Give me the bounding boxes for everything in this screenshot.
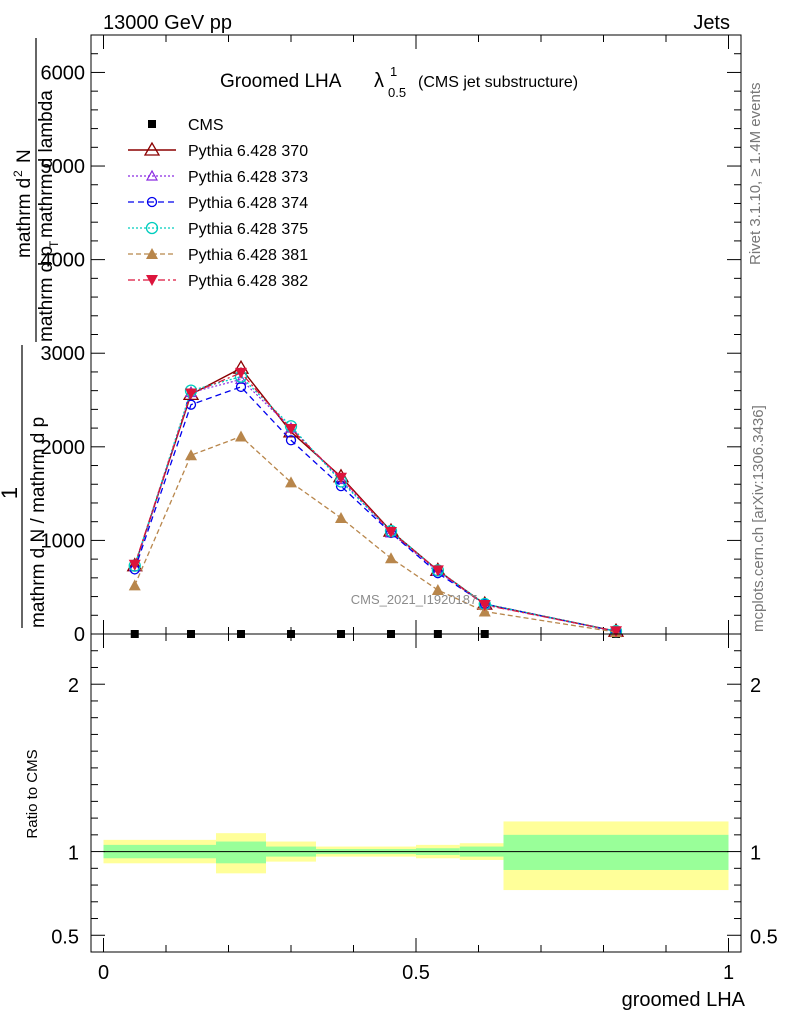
- legend-marker: [146, 196, 158, 208]
- ratio-band-group: [103, 821, 729, 891]
- ratio-ytick-label-right: 0.5: [750, 926, 778, 948]
- analysis-watermark: CMS_2021_I1920187: [351, 592, 478, 607]
- legend-item-cms: CMS: [148, 117, 224, 134]
- plot-title: Groomed LHA λ 1 0.5 (CMS jet substructur…: [220, 64, 578, 100]
- data-point-pythia-382: [285, 424, 297, 436]
- ylabel-frac2-den: mathrm d p: [36, 246, 57, 342]
- plot-title-sup: 1: [390, 64, 397, 79]
- data-point-pythia-381: [478, 605, 491, 617]
- legend-marker: [148, 120, 156, 128]
- ratio-ytick-label: 0.5: [51, 926, 79, 948]
- category-label: Jets: [693, 12, 730, 34]
- plot-title-sub: 0.5: [388, 85, 406, 100]
- ratio-xtick-label: 0.5: [402, 962, 430, 984]
- ylabel-frac2-den-sub: T: [47, 240, 61, 248]
- main-ytick-label: 1000: [41, 530, 86, 552]
- data-point-pythia-382: [235, 367, 247, 379]
- ratio-xtick-label: 0: [98, 962, 109, 984]
- ratio-ylabel: Ratio to CMS: [24, 749, 41, 838]
- ratio-ytick-label: 1: [68, 843, 79, 865]
- data-point-pythia-382: [335, 472, 347, 484]
- legend-marker: [145, 221, 159, 235]
- main-ytick-label: 5000: [41, 156, 86, 178]
- data-point-pythia-381: [385, 552, 397, 564]
- legend-item-pythia-373: Pythia 6.428 373: [128, 169, 308, 186]
- main-ylabel: 1 mathrm d N / mathrm d p mathrm d 2 N m…: [0, 38, 61, 628]
- ratio-xtick-label: 1: [723, 962, 734, 984]
- data-point-pythia-381: [285, 476, 297, 488]
- ratio-band-inner: [216, 841, 266, 864]
- data-point-pythia-382: [185, 388, 197, 400]
- main-y-axis: 0 1000 2000 3000 4000 5000 6000: [41, 35, 741, 646]
- data-point-pythia-382: [431, 565, 444, 577]
- main-ytick-label: 2000: [41, 437, 86, 459]
- legend-label: Pythia 6.428 382: [188, 273, 308, 290]
- plot-title-lambda: λ: [374, 70, 384, 92]
- mcplots-label: mcplots.cern.ch [arXiv:1306.3436]: [750, 405, 767, 632]
- data-point-pythia-381: [185, 449, 197, 461]
- data-point-pythia-382: [128, 559, 141, 571]
- series-pythia-381: [128, 430, 622, 638]
- ratio-band-inner: [503, 834, 729, 870]
- data-point-pythia-382: [385, 526, 397, 538]
- legend-label: Pythia 6.428 374: [188, 195, 308, 212]
- legend-item-pythia-382: Pythia 6.428 382: [128, 273, 308, 290]
- data-point-pythia-381: [128, 579, 141, 591]
- legend-item-pythia-381: Pythia 6.428 381: [128, 247, 308, 264]
- ratio-ytick-label-right: 2: [750, 675, 761, 697]
- series-pythia-382: [128, 367, 622, 638]
- main-ytick-label: 3000: [41, 343, 86, 365]
- ylabel-frac2-num-sup: 2: [11, 170, 25, 177]
- ylabel-frac2-num-tail: N: [14, 149, 35, 163]
- main-series-group: [126, 359, 625, 638]
- data-point-pythia-382: [610, 626, 622, 638]
- data-point-pythia-373: [234, 373, 248, 385]
- legend-label: Pythia 6.428 381: [188, 247, 308, 264]
- legend: CMS Pythia 6.428 370 Pythia 6.428 373 Pythi…: [128, 117, 308, 290]
- legend-label: Pythia 6.428 370: [188, 143, 308, 160]
- legend-marker: [145, 169, 159, 181]
- legend-label: Pythia 6.428 375: [188, 221, 308, 238]
- ratio-plot-frame: [90, 633, 742, 953]
- ylabel-frac-num: 1: [0, 487, 22, 499]
- legend-marker: [146, 275, 158, 286]
- legend-label: CMS: [188, 117, 224, 134]
- energy-label: 13000 GeV pp: [103, 12, 232, 34]
- x-axis-label: groomed LHA: [622, 989, 746, 1011]
- legend-marker: [146, 248, 158, 259]
- plot-title-text: Groomed LHA: [220, 71, 342, 92]
- series-line-pythia-374: [134, 386, 617, 633]
- data-point-pythia-381: [335, 511, 347, 523]
- data-point-pythia-381: [431, 584, 444, 596]
- data-point-pythia-382: [478, 599, 491, 611]
- ylabel-frac2-den-tail: mathrm d lambda: [36, 90, 57, 238]
- plot-title-suffix: (CMS jet substructure): [418, 74, 578, 91]
- data-point-pythia-381: [235, 430, 247, 442]
- ratio-axes: 0.5 0.5 1 1 2 2 0 0.5 1: [51, 634, 778, 984]
- ylabel-frac-den: mathrm d N / mathrm d p: [28, 417, 49, 628]
- legend-marker: [143, 141, 161, 156]
- data-point-pythia-374: [285, 435, 297, 446]
- ylabel-frac2-num: mathrm d: [14, 178, 35, 258]
- legend-item-pythia-370: Pythia 6.428 370: [128, 141, 308, 160]
- rivet-version-label: Rivet 3.1.10, ≥ 1.4M events: [747, 83, 764, 266]
- legend-item-pythia-374: Pythia 6.428 374: [128, 195, 308, 212]
- ratio-ytick-label-right: 1: [750, 843, 761, 865]
- ratio-ytick-label: 2: [68, 675, 79, 697]
- main-ytick-label: 6000: [41, 62, 86, 84]
- legend-item-pythia-375: Pythia 6.428 375: [128, 221, 308, 238]
- legend-label: Pythia 6.428 373: [188, 169, 308, 186]
- main-ytick-label: 4000: [41, 250, 86, 272]
- main-ytick-label: 0: [74, 624, 85, 646]
